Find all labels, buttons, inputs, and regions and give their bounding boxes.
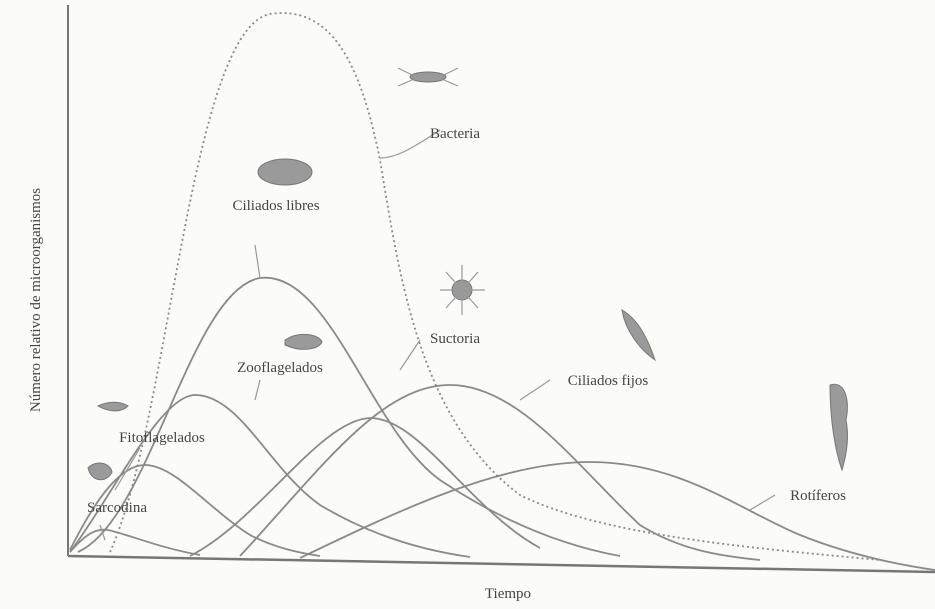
leader bbox=[114, 447, 141, 491]
fitoflagelados-curve bbox=[69, 464, 321, 557]
curve-label: Ciliados fijos bbox=[568, 373, 649, 389]
curve-label: Bacteria bbox=[430, 126, 480, 142]
ciliados-fijos-curve bbox=[239, 384, 761, 561]
y-axis-label: Número relativo de microorganismos bbox=[28, 188, 44, 412]
curve-label: Suctoria bbox=[430, 331, 480, 347]
leader bbox=[379, 129, 441, 159]
sarcodina-icon bbox=[87, 462, 113, 481]
leader bbox=[99, 524, 106, 541]
x-axis bbox=[67, 554, 935, 574]
leader bbox=[254, 244, 261, 279]
leader bbox=[519, 379, 551, 401]
leader bbox=[749, 494, 776, 511]
bacteria-icon bbox=[397, 67, 459, 87]
zooflagelado-icon bbox=[284, 333, 323, 350]
leader bbox=[399, 339, 421, 371]
fitoflagelado-icon bbox=[96, 401, 129, 412]
curve-label: Rotíferos bbox=[790, 488, 846, 504]
leader bbox=[254, 379, 261, 401]
ciliados-libres-curve bbox=[77, 277, 621, 557]
zooflagelados-curve bbox=[69, 394, 471, 558]
bacteria-curve bbox=[109, 12, 881, 561]
suctoria-curve bbox=[189, 417, 541, 557]
curve-label: Fitoflagelados bbox=[119, 430, 205, 446]
suctoria-icon bbox=[440, 265, 485, 315]
curve-label: Sarcodina bbox=[87, 500, 147, 516]
curve-label: Ciliados libres bbox=[232, 198, 319, 214]
x-axis-label: Tiempo bbox=[485, 586, 531, 602]
rotiferos-curve bbox=[299, 461, 935, 571]
ciliado-icon bbox=[257, 158, 313, 186]
curve-label: Zooflagelados bbox=[237, 360, 323, 376]
rotifero-icon bbox=[829, 383, 848, 472]
ciliado-fijo-icon bbox=[621, 309, 656, 362]
sarcodina-curve bbox=[69, 528, 201, 556]
